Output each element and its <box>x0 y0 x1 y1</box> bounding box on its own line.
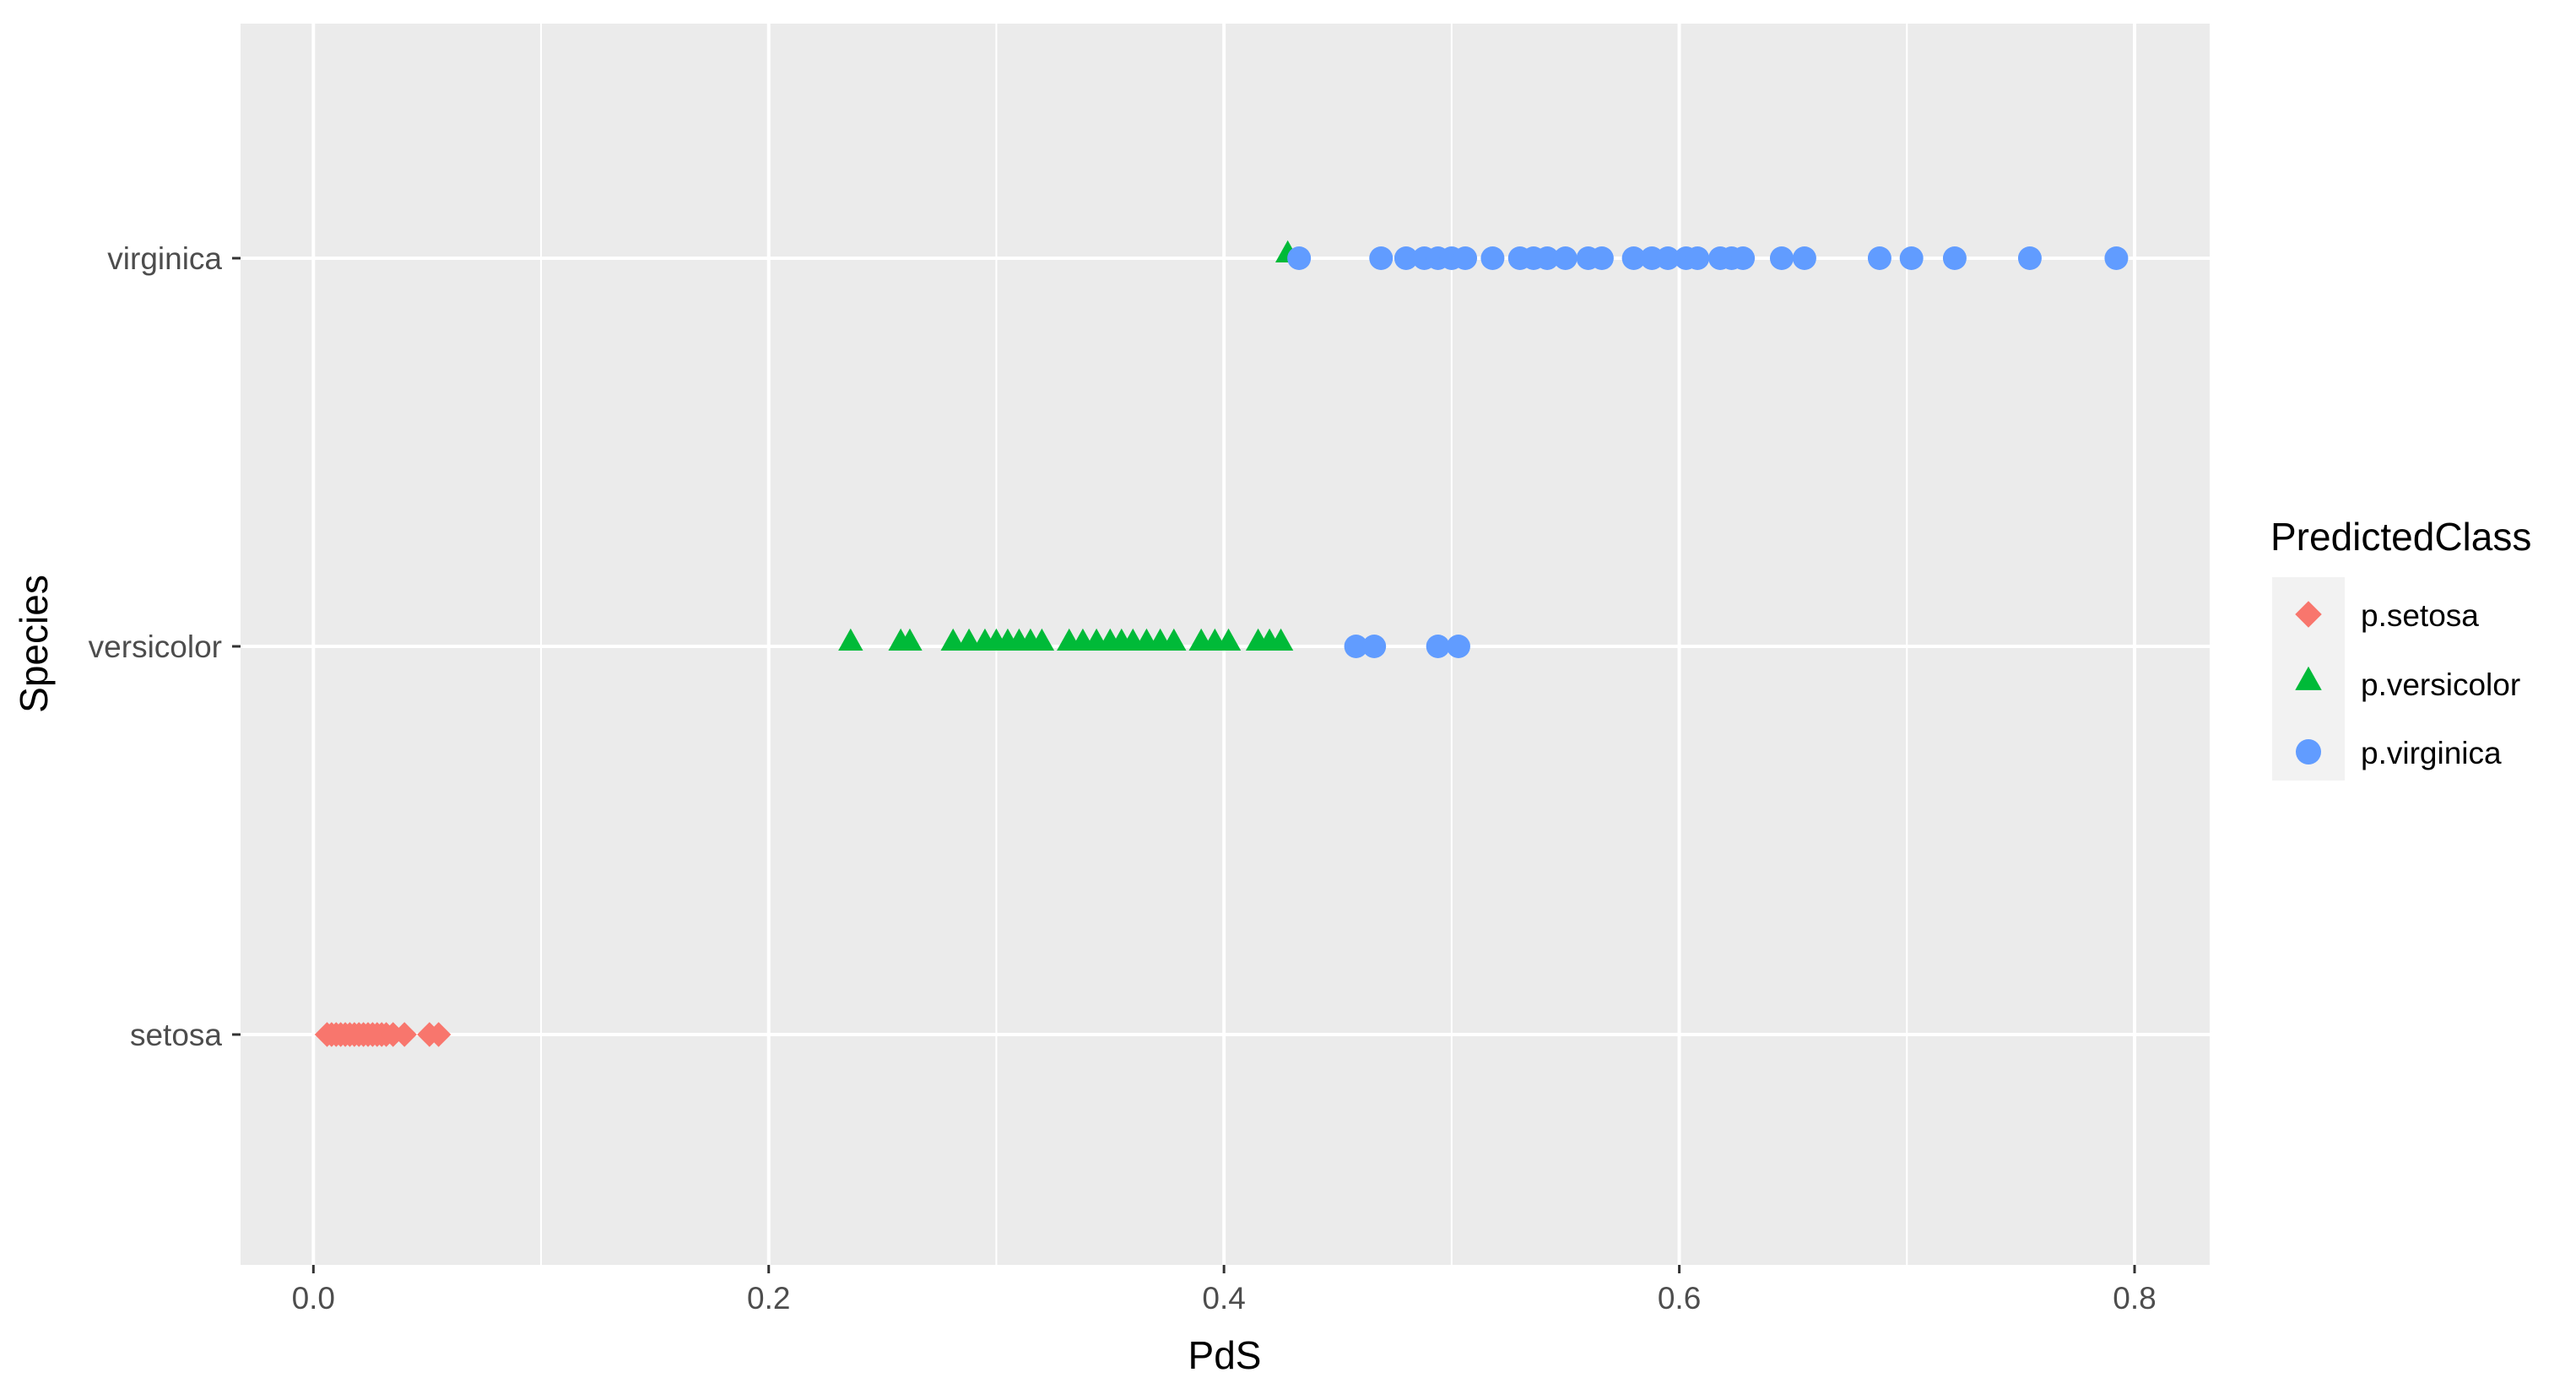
legend-label: p.setosa <box>2361 598 2479 633</box>
data-point-triangle <box>1268 628 1294 651</box>
data-point-circle <box>1899 246 1924 270</box>
x-tick-label: 0.8 <box>2113 1281 2156 1316</box>
data-point-diamond <box>392 1022 417 1047</box>
data-point-circle <box>1426 635 1450 658</box>
legend-title: PredictedClass <box>2270 515 2531 559</box>
x-tick-label: 0.2 <box>747 1281 790 1316</box>
legend-key-circle <box>2296 739 2321 765</box>
data-point-circle <box>1369 246 1394 270</box>
data-point-circle <box>1769 246 1794 270</box>
data-point-circle <box>1731 246 1756 270</box>
data-point-diamond <box>425 1022 452 1047</box>
data-point-triangle <box>1161 628 1187 651</box>
x-tick-label: 0.0 <box>292 1281 335 1316</box>
data-point-triangle <box>1215 628 1242 651</box>
data-point-circle <box>1867 246 1891 270</box>
data-point-circle <box>1394 246 1418 270</box>
data-point-circle <box>1446 635 1470 658</box>
x-tick-label: 0.6 <box>1658 1281 1701 1316</box>
axis-ticks: 0.0 0.2 0.4 0.6 0.8 setosa versicolor virginica <box>89 241 2157 1316</box>
data-point-triangle <box>897 628 923 651</box>
legend-label: p.virginica <box>2361 736 2502 770</box>
data-point-circle <box>1287 246 1312 270</box>
data-point-circle <box>1942 246 1967 270</box>
data-point-circle <box>2104 246 2129 270</box>
data-point-circle <box>1589 246 1614 270</box>
y-tick-label: versicolor <box>89 629 222 664</box>
data-point-circle <box>1362 635 1387 658</box>
y-axis-title: Species <box>12 575 56 713</box>
legend: PredictedClass p.setosa p.versicolor p.vir… <box>2270 515 2531 781</box>
legend-key-diamond <box>2295 601 2322 628</box>
data-point-triangle <box>956 628 982 651</box>
legend-label: p.versicolor <box>2361 667 2520 702</box>
data-point-circle <box>1344 635 1368 658</box>
data-point-circle <box>2017 246 2042 270</box>
data-point-triangle <box>940 628 966 651</box>
data-point-circle <box>1480 246 1505 270</box>
x-axis-title: PdS <box>1188 1333 1262 1377</box>
y-tick-label: setosa <box>130 1018 222 1052</box>
data-point-circle <box>1535 246 1560 270</box>
data-point-circle <box>1453 246 1478 270</box>
data-point-circle <box>1656 246 1680 270</box>
data-point-circle <box>1686 246 1710 270</box>
y-tick-label: virginica <box>107 241 222 276</box>
data-point-circle <box>1621 246 1646 270</box>
data-point-triangle <box>838 628 863 651</box>
data-point-circle <box>1792 246 1816 270</box>
data-point-triangle <box>1029 628 1055 651</box>
x-tick-label: 0.4 <box>1202 1281 1245 1316</box>
data-point-circle <box>1553 246 1578 270</box>
legend-key-triangle <box>2295 666 2322 690</box>
data-points <box>314 240 2129 1047</box>
